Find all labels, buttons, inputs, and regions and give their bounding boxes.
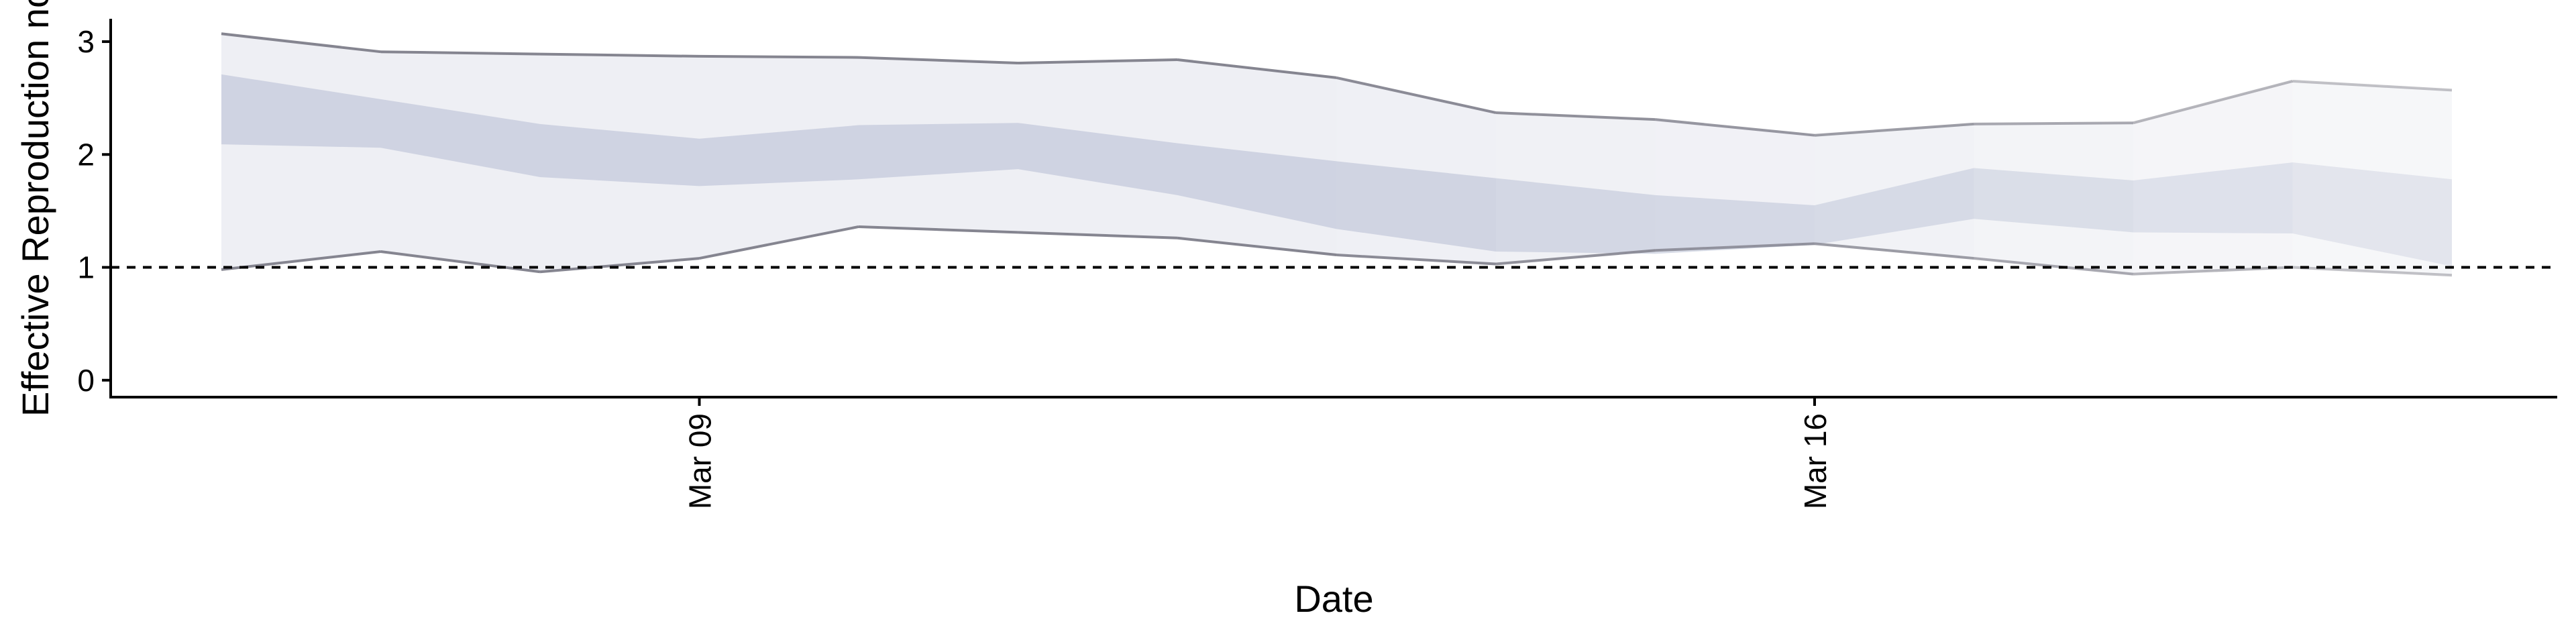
y-tick-label: 1 — [77, 250, 95, 285]
upper-bound-line — [380, 50, 541, 56]
inner-band-segment — [1974, 168, 2133, 233]
inner-band-segment — [1177, 143, 1337, 229]
x-axis-title: Date — [1294, 578, 1373, 620]
inner-band-segment — [1336, 161, 1496, 252]
inner-band-segment — [540, 123, 700, 186]
inner-band-segment — [2292, 162, 2452, 266]
inner-band-segment — [380, 99, 540, 177]
y-tick-label: 0 — [77, 363, 95, 398]
lower-bound-line — [2133, 266, 2293, 276]
upper-bound-line — [2292, 79, 2453, 92]
lower-bound-line — [1177, 236, 1337, 257]
inner-band-segment — [1018, 123, 1177, 195]
inner-band-segment — [1496, 178, 1656, 254]
inner-band-segment — [221, 74, 381, 148]
upper-bound-line — [1018, 58, 1178, 65]
inner-band-segment — [2133, 162, 2293, 234]
outer-band-segment — [221, 34, 381, 270]
y-tick-label: 2 — [77, 137, 95, 172]
upper-bound-line — [1336, 76, 1497, 115]
upper-bound-line — [1974, 121, 2134, 125]
upper-bound-line — [1655, 118, 1815, 137]
lower-bound-line — [1814, 242, 1974, 260]
lower-bound-line — [699, 225, 859, 260]
inner-band-segment — [699, 125, 859, 186]
lower-bound-line — [1655, 242, 1815, 252]
upper-bound-line — [539, 52, 700, 58]
y-tick-label: 3 — [77, 24, 95, 59]
upper-bound-line — [699, 54, 859, 59]
lower-bound-line — [539, 257, 700, 274]
lower-bound-line — [858, 225, 1018, 234]
inner-band-segment — [1655, 195, 1815, 254]
x-tick-label: Mar 09 — [683, 413, 718, 509]
lower-bound-line — [1336, 254, 1497, 266]
x-tick-label: Mar 16 — [1798, 413, 1833, 509]
inner-band-segment — [859, 123, 1018, 180]
upper-bound-line — [858, 56, 1018, 65]
upper-bound-line — [2133, 80, 2294, 125]
upper-bound-line — [1814, 122, 1974, 137]
band-layer — [221, 34, 2452, 276]
outer-band-segment — [2292, 80, 2452, 276]
upper-bound-line — [221, 32, 381, 54]
lower-bound-line — [1495, 249, 1656, 266]
lower-bound-line — [1974, 257, 2134, 276]
upper-bound-line — [1495, 111, 1656, 121]
upper-bound-line — [1177, 58, 1337, 79]
axes-layer: 0 1 2 3 Mar 09 Mar 16 — [77, 19, 2557, 509]
inner-band-segment — [1815, 168, 1974, 245]
lower-bound-line — [1018, 231, 1178, 239]
y-axis-title: Effective Reproduction no — [14, 0, 56, 417]
